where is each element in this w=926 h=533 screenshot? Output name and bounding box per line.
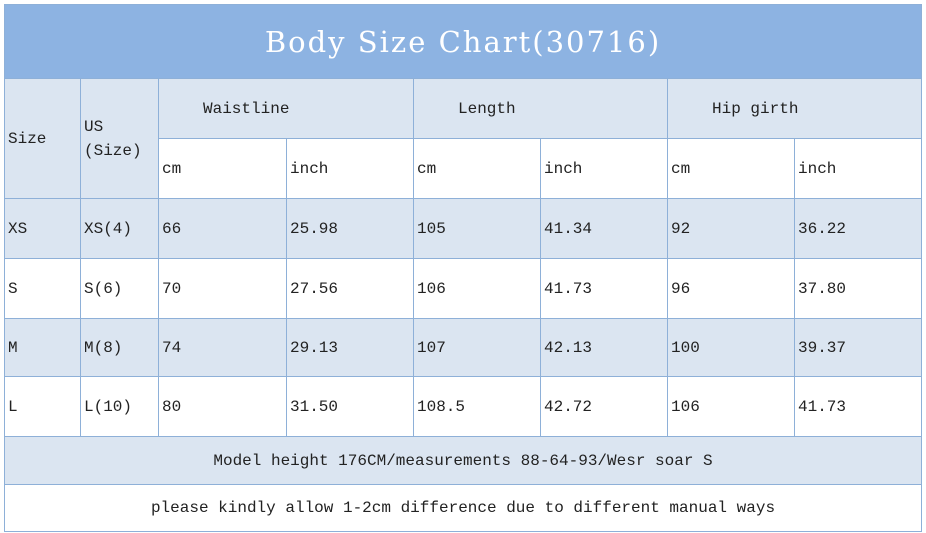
data-cell: L(10) (80, 376, 159, 437)
data-cell: 41.73 (794, 376, 922, 437)
data-cell: 27.56 (286, 258, 414, 319)
data-cell: 66 (158, 198, 287, 259)
data-cell: XS (4, 198, 81, 259)
unit-header: cm (413, 138, 541, 199)
data-cell: 106 (413, 258, 541, 319)
data-cell: 100 (667, 318, 795, 377)
data-cell: 108.5 (413, 376, 541, 437)
data-cell: 41.73 (540, 258, 668, 319)
data-cell: 41.34 (540, 198, 668, 259)
data-cell: 31.50 (286, 376, 414, 437)
group-header: Length (413, 78, 668, 139)
data-cell: 36.22 (794, 198, 922, 259)
data-cell: 107 (413, 318, 541, 377)
unit-header: inch (286, 138, 414, 199)
data-cell: 37.80 (794, 258, 922, 319)
group-header: Hip girth (667, 78, 922, 139)
data-cell: S (4, 258, 81, 319)
data-cell: M (4, 318, 81, 377)
data-cell: 92 (667, 198, 795, 259)
header-cell: US (Size) (80, 78, 159, 199)
data-cell: 42.13 (540, 318, 668, 377)
header-cell: Size (4, 78, 81, 199)
data-cell: M(8) (80, 318, 159, 377)
data-cell: 105 (413, 198, 541, 259)
title: Body Size Chart(30716) (4, 4, 922, 79)
data-cell: 70 (158, 258, 287, 319)
data-cell: 96 (667, 258, 795, 319)
data-cell: S(6) (80, 258, 159, 319)
header-line: US (84, 117, 104, 136)
unit-header: cm (158, 138, 287, 199)
data-cell: 80 (158, 376, 287, 437)
data-cell: XS(4) (80, 198, 159, 259)
header-line: (Size) (84, 141, 142, 160)
unit-header: inch (540, 138, 668, 199)
group-header: Waistline (158, 78, 414, 139)
data-cell: L (4, 376, 81, 437)
data-cell: 29.13 (286, 318, 414, 377)
data-cell: 42.72 (540, 376, 668, 437)
note: Model height 176CM/measurements 88-64-93… (4, 436, 922, 485)
data-cell: 25.98 (286, 198, 414, 259)
data-cell: 106 (667, 376, 795, 437)
unit-header: inch (794, 138, 922, 199)
unit-header: cm (667, 138, 795, 199)
note: please kindly allow 1-2cm difference due… (4, 484, 922, 532)
data-cell: 39.37 (794, 318, 922, 377)
data-cell: 74 (158, 318, 287, 377)
